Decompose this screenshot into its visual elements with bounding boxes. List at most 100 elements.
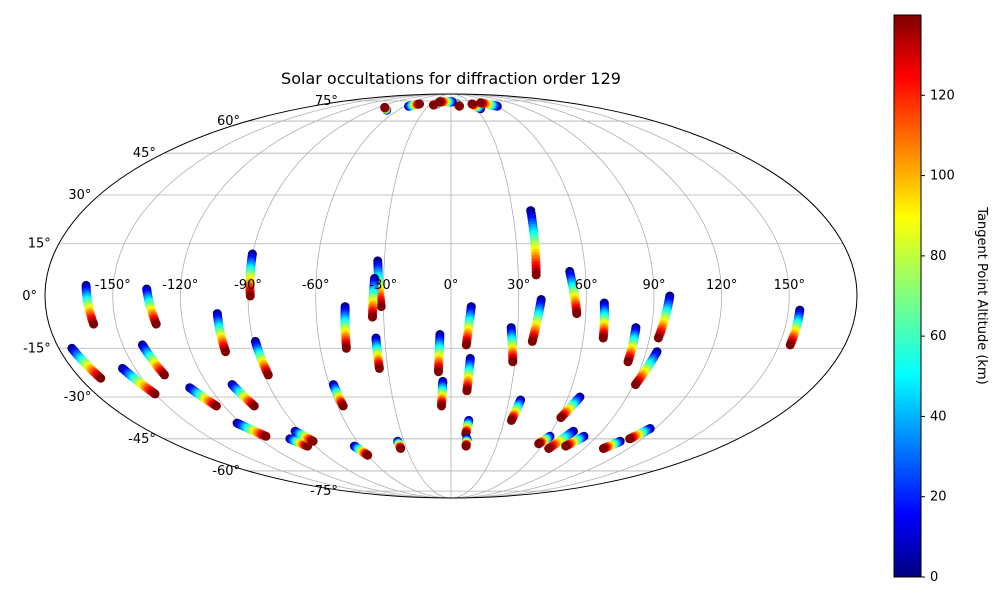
colorbar-tick-label: 60 xyxy=(930,329,947,344)
occultation-track xyxy=(435,97,457,107)
longitude-tick-label: -60° xyxy=(302,278,330,293)
track-point xyxy=(544,444,554,453)
occultation-track xyxy=(67,343,106,383)
occultation-track xyxy=(285,434,313,451)
occultation-track xyxy=(290,426,318,446)
occultation-track xyxy=(476,98,502,111)
track-point xyxy=(363,450,373,460)
latitude-tick-label: 15° xyxy=(28,237,51,252)
longitude-gridline xyxy=(450,94,520,498)
longitude-gridline xyxy=(179,94,452,498)
track-point xyxy=(434,367,443,377)
occultation-track xyxy=(404,99,425,111)
occultation-track xyxy=(227,380,259,411)
occultation-track xyxy=(185,383,221,411)
map-grid xyxy=(58,94,844,498)
track-point xyxy=(415,99,425,109)
occultation-track xyxy=(565,266,582,319)
track-point xyxy=(455,101,464,111)
longitude-gridline xyxy=(382,94,452,498)
track-point xyxy=(368,312,377,322)
track-point xyxy=(396,444,406,453)
latitude-tick-label: 75° xyxy=(315,94,338,109)
colorbar: 0 20 40 60 80 100 120 Tangent Point Altitude (… xyxy=(893,14,989,585)
track-point xyxy=(462,386,472,396)
latitude-tick-label: -45° xyxy=(128,432,156,447)
track-point xyxy=(374,363,384,373)
occultation-tracks xyxy=(67,97,805,460)
occultation-track xyxy=(653,291,675,343)
longitude-gridline xyxy=(450,94,587,498)
track-point xyxy=(631,380,640,390)
occultation-track xyxy=(142,284,161,329)
longitude-tick-label: 120° xyxy=(706,278,737,293)
map-outline xyxy=(44,93,858,499)
track-point xyxy=(506,415,516,425)
track-point xyxy=(556,413,566,423)
occultation-track xyxy=(380,102,392,115)
occultation-track xyxy=(462,353,475,396)
occultation-track xyxy=(625,424,655,444)
track-point xyxy=(211,401,221,411)
track-point xyxy=(150,389,160,399)
occultation-track xyxy=(371,333,384,373)
occultation-track xyxy=(328,380,348,411)
occultation-track xyxy=(349,441,373,460)
track-point xyxy=(245,291,255,301)
track-point xyxy=(151,319,161,329)
occultation-track xyxy=(556,392,585,423)
longitude-tick-label: -30° xyxy=(369,278,397,293)
occultation-track xyxy=(598,298,609,343)
occultation-track xyxy=(785,305,805,350)
longitude-gridline xyxy=(315,94,452,498)
longitude-tick-label: 60° xyxy=(575,278,598,293)
track-point xyxy=(308,436,318,446)
occultation-track xyxy=(461,302,476,350)
longitude-gridline xyxy=(112,94,452,498)
occultation-track xyxy=(598,436,625,453)
latitude-tick-label: 60° xyxy=(217,114,240,129)
track-point xyxy=(461,441,471,451)
track-point xyxy=(467,99,477,109)
track-point xyxy=(527,336,537,346)
colorbar-tick-label: 20 xyxy=(930,490,947,505)
track-point xyxy=(435,97,445,107)
occultation-track xyxy=(437,376,448,411)
latitude-tick-label: 0° xyxy=(22,289,37,304)
track-point xyxy=(625,434,635,444)
colorbar-tick-label: 120 xyxy=(930,88,955,103)
track-point xyxy=(476,98,486,108)
occultation-track xyxy=(393,436,406,453)
track-point xyxy=(508,357,518,367)
occultation-track xyxy=(527,295,546,346)
occultation-track xyxy=(631,347,662,390)
track-point xyxy=(598,333,608,343)
colorbar-tick-label: 100 xyxy=(930,169,955,184)
latitude-tick-label: -60° xyxy=(212,464,240,479)
track-point xyxy=(89,319,99,329)
longitude-tick-labels: -150° -120° -90° -60° -30° 0° 30° 60° 90° 120° 150… xyxy=(95,278,805,293)
occultation-track xyxy=(561,431,589,451)
longitude-gridline xyxy=(247,94,452,498)
track-point xyxy=(160,370,169,380)
occultation-track xyxy=(434,330,445,377)
occultation-track xyxy=(461,434,472,451)
occultation-track xyxy=(526,206,541,280)
track-point xyxy=(376,302,386,312)
track-point xyxy=(561,441,571,451)
occultation-track xyxy=(232,418,271,441)
latitude-tick-label: 45° xyxy=(133,146,156,161)
longitude-tick-label: 90° xyxy=(642,278,665,293)
longitude-tick-label: -90° xyxy=(234,278,262,293)
occultation-track xyxy=(212,309,230,357)
longitude-tick-label: -120° xyxy=(162,278,198,293)
occultation-track xyxy=(506,323,518,367)
track-point xyxy=(598,444,608,453)
track-point xyxy=(96,373,106,383)
track-point xyxy=(572,309,582,319)
longitude-gridline xyxy=(450,94,723,498)
occultation-track xyxy=(250,336,273,380)
longitude-tick-label: 150° xyxy=(774,278,805,293)
track-point xyxy=(341,343,351,353)
